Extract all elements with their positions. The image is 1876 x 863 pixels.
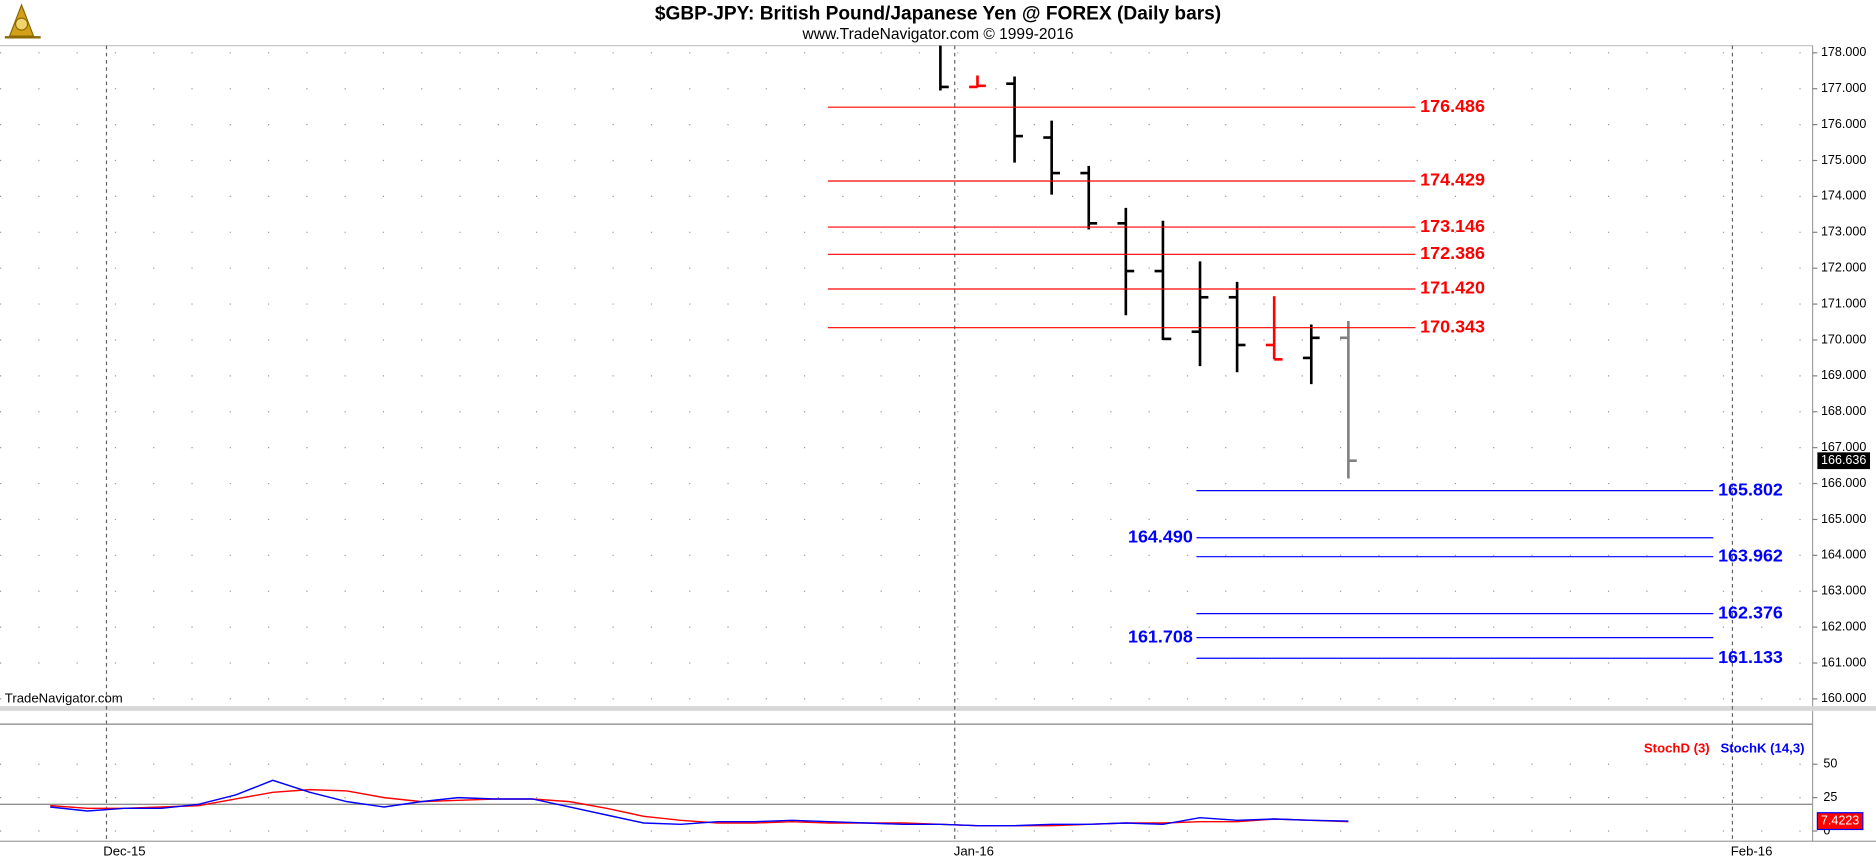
- price-bars: [939, 45, 1357, 479]
- y-tick-label: 163.000: [1821, 584, 1866, 598]
- y-tick-label: 171.000: [1821, 296, 1866, 310]
- level-label: 165.802: [1718, 479, 1783, 499]
- y-tick-label: 178.000: [1821, 45, 1866, 59]
- x-tick-label: Jan-16: [954, 844, 994, 859]
- y-tick-label: 164.000: [1821, 548, 1866, 562]
- chart-subtitle: www.TradeNavigator.com © 1999-2016: [802, 26, 1074, 43]
- legend-entry: StochD (3): [1644, 741, 1710, 756]
- level-label: 162.376: [1718, 602, 1783, 622]
- y-tick-label: 173.000: [1821, 225, 1866, 239]
- y-tick-label: 160.000: [1821, 691, 1866, 705]
- watermark: TradeNavigator.com: [5, 690, 123, 705]
- y-tick-label: 168.000: [1821, 404, 1866, 418]
- y-tick-label: 25: [1823, 790, 1837, 804]
- y-tick-label: 167.000: [1821, 440, 1866, 454]
- logo: [4, 3, 41, 39]
- y-tick-label: 177.000: [1821, 81, 1866, 95]
- last-value-box: [1816, 812, 1864, 831]
- last-value-label: 166.636: [1821, 453, 1866, 467]
- y-tick-label: 0: [1823, 823, 1830, 837]
- level-label: 176.486: [1420, 96, 1485, 116]
- y-tick-label: 165.000: [1821, 512, 1866, 526]
- level-label: 171.420: [1420, 278, 1485, 298]
- level-label: 163.962: [1718, 545, 1783, 565]
- y-tick-label: 174.000: [1821, 189, 1866, 203]
- legend-entry: StochK (14,3): [1720, 741, 1804, 756]
- last-value-box: [1817, 452, 1871, 470]
- x-tick-label: Feb-16: [1731, 844, 1773, 859]
- level-label: 172.386: [1420, 243, 1485, 263]
- y-tick-label: 162.000: [1821, 619, 1866, 633]
- chart-title: $GBP-JPY: British Pound/Japanese Yen @ F…: [655, 4, 1221, 25]
- panel-separator: [0, 706, 1876, 711]
- y-tick-label: 166.000: [1821, 476, 1866, 490]
- y-tick-label: 172.000: [1821, 261, 1866, 275]
- y-tick-label: 170.000: [1821, 332, 1866, 346]
- x-tick-label: Dec-15: [103, 844, 145, 859]
- y-tick-label: 176.000: [1821, 117, 1866, 131]
- stoch-line: [50, 779, 1349, 827]
- level-label: 161.133: [1718, 647, 1783, 667]
- level-label: 170.343: [1420, 316, 1485, 336]
- level-label: 161.708: [1128, 626, 1193, 646]
- level-label: 173.146: [1420, 216, 1485, 236]
- y-tick-label: 161.000: [1821, 655, 1866, 669]
- last-value-label: 7.4223: [1821, 813, 1859, 827]
- y-tick-label: 50: [1823, 757, 1837, 771]
- y-tick-label: 169.000: [1821, 368, 1866, 382]
- level-label: 174.429: [1420, 170, 1485, 190]
- y-tick-label: 175.000: [1821, 153, 1866, 167]
- level-label: 164.490: [1128, 526, 1193, 546]
